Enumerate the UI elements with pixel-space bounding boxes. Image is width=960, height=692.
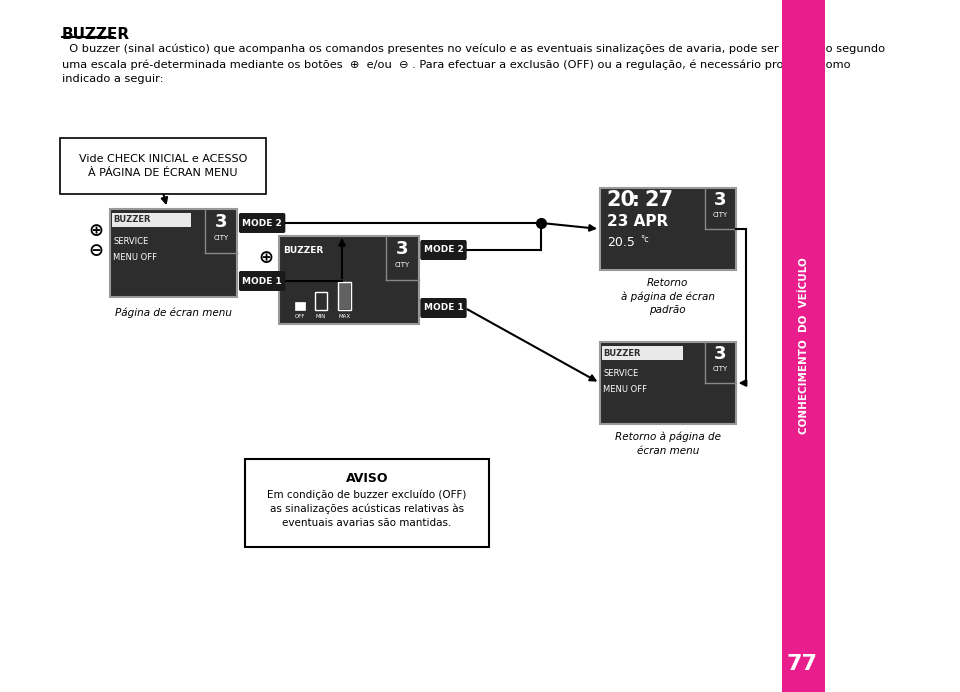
Text: CITY: CITY bbox=[213, 235, 228, 241]
FancyBboxPatch shape bbox=[239, 271, 285, 291]
Text: MODE 2: MODE 2 bbox=[242, 219, 282, 228]
Bar bbox=[279, 236, 419, 324]
Text: SERVICE: SERVICE bbox=[603, 370, 638, 379]
Text: CITY: CITY bbox=[395, 262, 410, 268]
Text: 3: 3 bbox=[714, 191, 727, 209]
Text: O buzzer (sinal acústico) que acompanha os comandos presentes no veículo e as ev: O buzzer (sinal acústico) que acompanha … bbox=[61, 44, 885, 84]
FancyBboxPatch shape bbox=[239, 213, 285, 233]
Text: MODE 2: MODE 2 bbox=[423, 246, 464, 255]
FancyBboxPatch shape bbox=[245, 459, 489, 547]
Text: Vide CHECK INICIAL e ACESSO
À PÁGINA DE ÉCRAN MENU: Vide CHECK INICIAL e ACESSO À PÁGINA DE … bbox=[79, 154, 247, 178]
Text: 20: 20 bbox=[607, 190, 636, 210]
Text: SERVICE: SERVICE bbox=[113, 237, 149, 246]
Bar bbox=[782, 0, 825, 692]
Text: CONHECIMENTO  DO  VEÍCULO: CONHECIMENTO DO VEÍCULO bbox=[799, 257, 808, 435]
Text: MODE 1: MODE 1 bbox=[423, 304, 464, 313]
Text: MODE 1: MODE 1 bbox=[242, 277, 282, 286]
Bar bbox=[600, 342, 735, 424]
Bar bbox=[602, 346, 684, 360]
Text: MENU OFF: MENU OFF bbox=[603, 385, 647, 394]
Text: Em condição de buzzer excluído (OFF)
as sinalizações acústicas relativas às
even: Em condição de buzzer excluído (OFF) as … bbox=[267, 489, 467, 528]
Text: 27: 27 bbox=[644, 190, 674, 210]
Text: 20.5: 20.5 bbox=[607, 235, 635, 248]
Text: 77: 77 bbox=[786, 654, 817, 674]
Text: ⊖: ⊖ bbox=[258, 269, 274, 287]
Text: 3: 3 bbox=[714, 345, 727, 363]
Text: BUZZER: BUZZER bbox=[61, 27, 130, 42]
Text: Retorno
à página de écran
padrão: Retorno à página de écran padrão bbox=[621, 278, 715, 315]
Text: ⊕: ⊕ bbox=[88, 222, 104, 240]
Text: CITY: CITY bbox=[712, 212, 728, 218]
FancyBboxPatch shape bbox=[60, 138, 266, 194]
Bar bbox=[338, 282, 350, 310]
Text: °c: °c bbox=[640, 235, 649, 244]
FancyBboxPatch shape bbox=[420, 240, 467, 260]
Text: OFF: OFF bbox=[295, 314, 305, 319]
Text: 23 APR: 23 APR bbox=[607, 215, 668, 230]
Bar bbox=[316, 292, 326, 310]
Text: CITY: CITY bbox=[712, 366, 728, 372]
Text: ⊖: ⊖ bbox=[88, 242, 104, 260]
Bar bbox=[110, 209, 237, 297]
Text: 3: 3 bbox=[215, 213, 228, 231]
Text: Retorno à página de
écran menu: Retorno à página de écran menu bbox=[614, 432, 721, 456]
Text: BUZZER: BUZZER bbox=[603, 349, 641, 358]
Text: Página de écran menu: Página de écran menu bbox=[115, 307, 232, 318]
Text: 3: 3 bbox=[396, 240, 408, 258]
Text: MENU OFF: MENU OFF bbox=[113, 253, 157, 262]
Text: ⊕: ⊕ bbox=[258, 249, 274, 267]
Bar bbox=[339, 283, 349, 309]
Text: AVISO: AVISO bbox=[346, 472, 388, 485]
Text: BUZZER: BUZZER bbox=[113, 215, 151, 224]
Text: MIN: MIN bbox=[316, 314, 326, 319]
Text: :: : bbox=[632, 192, 640, 210]
Bar bbox=[111, 213, 191, 227]
Bar bbox=[295, 302, 305, 310]
Text: MAX: MAX bbox=[338, 314, 350, 319]
Text: BUZZER: BUZZER bbox=[283, 246, 324, 255]
FancyBboxPatch shape bbox=[420, 298, 467, 318]
Bar bbox=[600, 188, 735, 270]
